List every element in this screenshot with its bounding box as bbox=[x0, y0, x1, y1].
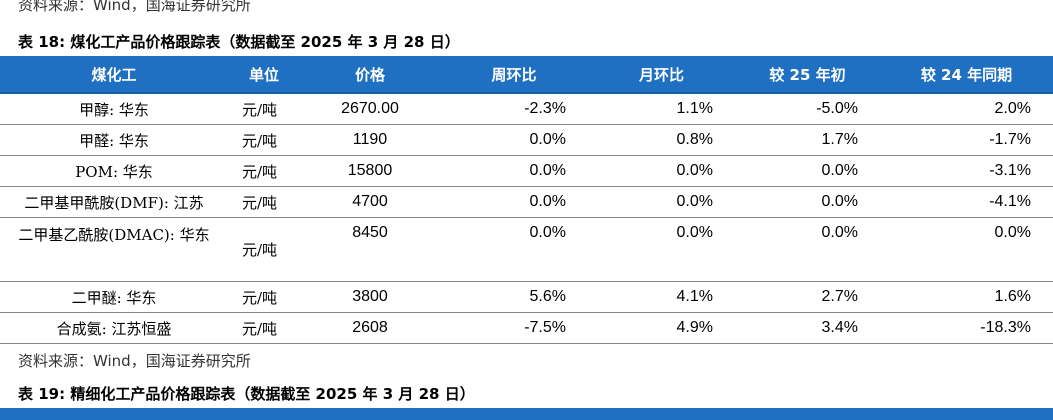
table-cell: 元/吨 bbox=[228, 93, 300, 125]
table-cell: 0.0% bbox=[735, 186, 880, 218]
table-cell: 0.0% bbox=[440, 217, 588, 282]
table-cell: 元/吨 bbox=[228, 186, 300, 218]
table-cell: 4.1% bbox=[588, 281, 735, 313]
table-cell: 4.9% bbox=[588, 312, 735, 344]
table-cell: 0.0% bbox=[588, 217, 735, 282]
table-cell: 3800 bbox=[300, 281, 440, 313]
header-cell: 较 24 年同期 bbox=[880, 56, 1053, 94]
table-row: 甲醛: 华东 元/吨 1190 0.0% 0.8% 1.7% -1.7% bbox=[0, 124, 1053, 156]
table-cell: 甲醇: 华东 bbox=[0, 93, 228, 125]
table-cell: -18.3% bbox=[880, 312, 1053, 344]
header-row: 煤化工 单位 价格 周环比 月环比较 25 年初较 24 年同期 bbox=[0, 56, 1053, 94]
table-cell: 1.6% bbox=[880, 281, 1053, 313]
header-cell: 较 25 年初 bbox=[735, 56, 880, 94]
table-cell: 2670.00 bbox=[300, 93, 440, 125]
table-cell: 元/吨 bbox=[228, 217, 300, 282]
table-body: 甲醇: 华东 元/吨 2670.00 -2.3% 1.1% -5.0% 2.0% 甲醛: 华东… bbox=[0, 93, 1053, 344]
table-cell: 0.0% bbox=[735, 155, 880, 187]
table-row: 二甲基乙酰胺(DMAC): 华东 元/吨 8450 0.0% 0.0% 0.0% 0.0% bbox=[0, 217, 1053, 282]
table-cell: -2.3% bbox=[440, 93, 588, 125]
table-cell: 二甲醚: 华东 bbox=[0, 281, 228, 313]
source-note: 资料来源：Wind，国海证券研究所 bbox=[18, 0, 251, 14]
table-cell: 1190 bbox=[300, 124, 440, 156]
table-cell: 1.7% bbox=[735, 124, 880, 156]
table-cell: 0.0% bbox=[588, 186, 735, 218]
table-header-band bbox=[0, 408, 1053, 420]
table-cell: 0.8% bbox=[588, 124, 735, 156]
header-cell: 月环比 bbox=[588, 56, 735, 94]
table-cell: 2608 bbox=[300, 312, 440, 344]
table-cell: 元/吨 bbox=[228, 155, 300, 187]
table-row: 甲醇: 华东 元/吨 2670.00 -2.3% 1.1% -5.0% 2.0% bbox=[0, 93, 1053, 125]
table-row: 二甲基甲酰胺(DMF): 江苏 元/吨 4700 0.0% 0.0% 0.0% -4.1% bbox=[0, 186, 1053, 218]
table-cell: 0.0% bbox=[588, 155, 735, 187]
table-cell: 0.0% bbox=[735, 217, 880, 282]
header-cell: 煤化工 bbox=[0, 56, 228, 94]
table-cell: 合成氨: 江苏恒盛 bbox=[0, 312, 228, 344]
table-cell: 二甲基甲酰胺(DMF): 江苏 bbox=[0, 186, 228, 218]
table-row: 二甲醚: 华东 元/吨 3800 5.6% 4.1% 2.7% 1.6% bbox=[0, 281, 1053, 313]
table-cell: 0.0% bbox=[440, 186, 588, 218]
table-cell: -7.5% bbox=[440, 312, 588, 344]
table-cell: -4.1% bbox=[880, 186, 1053, 218]
table-cell: -1.7% bbox=[880, 124, 1053, 156]
table-cell: 1.1% bbox=[588, 93, 735, 125]
table-cell: 4700 bbox=[300, 186, 440, 218]
header-cell: 价格 bbox=[300, 56, 440, 94]
table-cell: 元/吨 bbox=[228, 281, 300, 313]
table-cell: 元/吨 bbox=[228, 124, 300, 156]
table-cell: 15800 bbox=[300, 155, 440, 187]
table-cell: 2.0% bbox=[880, 93, 1053, 125]
table-cell: 二甲基乙酰胺(DMAC): 华东 bbox=[0, 217, 228, 282]
header-cell: 周环比 bbox=[440, 56, 588, 94]
table-cell: 5.6% bbox=[440, 281, 588, 313]
table-cell: -3.1% bbox=[880, 155, 1053, 187]
table-cell: 元/吨 bbox=[228, 312, 300, 344]
header-cell: 单位 bbox=[228, 56, 300, 94]
price-table: 煤化工 单位 价格 周环比 月环比较 25 年初较 24 年同期 甲醇: 华东 元/吨 26… bbox=[0, 56, 1053, 344]
table-row: POM: 华东 元/吨 15800 0.0% 0.0% 0.0% -3.1% bbox=[0, 155, 1053, 187]
table-cell: 0.0% bbox=[880, 217, 1053, 282]
table-cell: 甲醛: 华东 bbox=[0, 124, 228, 156]
table-cell: 0.0% bbox=[440, 155, 588, 187]
table-cell: 0.0% bbox=[440, 124, 588, 156]
source-note: 资料来源：Wind，国海证券研究所 bbox=[18, 352, 251, 370]
table-row: 合成氨: 江苏恒盛 元/吨 2608 -7.5% 4.9% 3.4% -18.3% bbox=[0, 312, 1053, 344]
table-cell: POM: 华东 bbox=[0, 155, 228, 187]
table-caption: 表 19: 精细化工产品价格跟踪表（数据截至 2025 年 3 月 28 日） bbox=[18, 385, 475, 403]
table-cell: -5.0% bbox=[735, 93, 880, 125]
table-cell: 2.7% bbox=[735, 281, 880, 313]
table-caption: 表 18: 煤化工产品价格跟踪表（数据截至 2025 年 3 月 28 日） bbox=[18, 33, 460, 51]
table-cell: 3.4% bbox=[735, 312, 880, 344]
table-cell: 8450 bbox=[300, 217, 440, 282]
